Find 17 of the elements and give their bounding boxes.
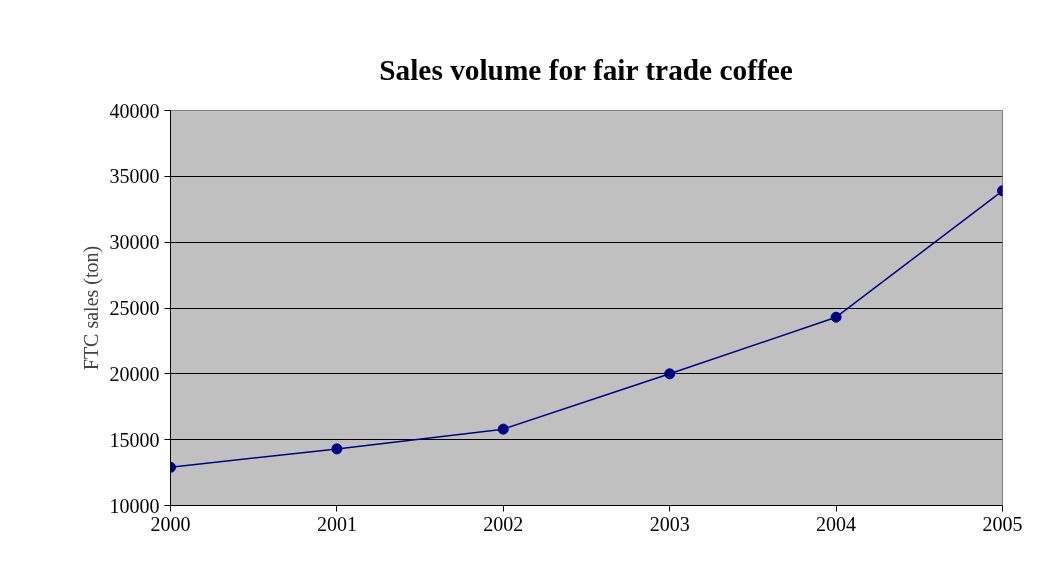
y-tick-label: 15000 — [109, 428, 160, 451]
y-axis-title: FTC sales (ton) — [79, 245, 103, 371]
y-tick-label: 30000 — [109, 231, 160, 254]
x-tick-label: 2005 — [982, 512, 1023, 535]
point — [830, 311, 842, 323]
y-tick-label: 40000 — [109, 99, 160, 122]
x-tick-label: 2002 — [483, 512, 524, 535]
x-tick-label: 2003 — [649, 512, 690, 535]
point — [497, 423, 509, 435]
y-tick-label: 35000 — [109, 165, 160, 188]
y-tick-label: 25000 — [109, 297, 160, 319]
x-tick-label: 2001 — [316, 512, 357, 535]
y-tick-label: 20000 — [109, 362, 160, 385]
point — [331, 443, 343, 455]
x-tick-label: 2004 — [816, 512, 857, 535]
point — [664, 368, 676, 380]
chart-title: Sales volume for fair trade coffee — [379, 53, 793, 86]
